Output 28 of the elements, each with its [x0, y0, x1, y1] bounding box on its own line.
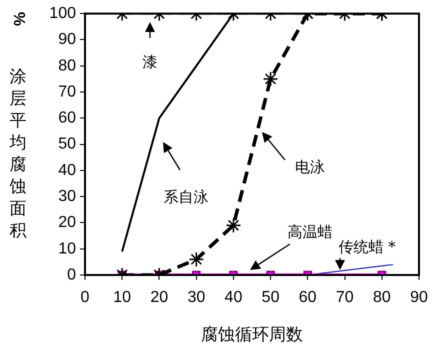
x-tick-label: 20	[150, 289, 168, 306]
annotation: 系自泳	[164, 188, 208, 206]
y-tick-label: 100	[49, 5, 76, 22]
y-tick-label: 60	[58, 110, 76, 127]
annotation: 电泳	[295, 158, 325, 176]
y-tick-label: 10	[58, 240, 76, 258]
x-axis-title: 腐蚀循环周数	[201, 325, 303, 346]
x-tick-label: 10	[113, 289, 132, 306]
x-tick-label: 70	[336, 289, 354, 306]
y-tick-label: 80	[58, 57, 76, 74]
y-tick-label: 0	[67, 266, 76, 284]
y-tick-label: 40	[58, 162, 76, 179]
x-tick-label: 60	[298, 289, 317, 306]
y-tick-label: 70	[58, 83, 76, 100]
y-tick-label: 20	[58, 214, 76, 232]
x-tick-label: 50	[262, 289, 280, 306]
annotation: 高温蜡	[288, 222, 332, 241]
y-tick-label: 30	[58, 188, 76, 205]
annotation: 传统蜡 *	[338, 238, 396, 256]
x-tick-label: 80	[372, 289, 391, 306]
x-tick-label: 40	[224, 289, 242, 306]
annotation: 漆	[142, 52, 158, 71]
x-tick-label: 0	[80, 289, 90, 306]
x-tick-label: 30	[187, 289, 206, 306]
y-tick-label: 90	[58, 31, 76, 48]
x-tick-label: 90	[410, 289, 428, 306]
text: % 涂层平均腐蚀面积	[10, 12, 27, 241]
y-tick-label: 50	[58, 136, 76, 153]
